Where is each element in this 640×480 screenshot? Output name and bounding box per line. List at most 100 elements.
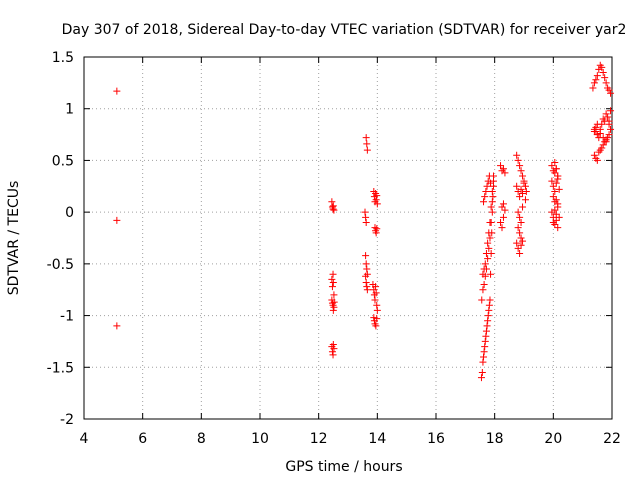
data-point	[519, 203, 527, 211]
data-point	[498, 203, 506, 211]
x-tick-label: 20	[544, 431, 562, 447]
data-point	[604, 113, 612, 121]
data-point	[555, 185, 563, 193]
data-point	[601, 74, 609, 82]
data-point	[522, 187, 530, 195]
data-point	[371, 296, 379, 304]
data-point	[516, 250, 524, 258]
data-point	[373, 225, 381, 233]
data-point	[113, 87, 121, 95]
data-point	[362, 278, 370, 286]
data-point	[501, 206, 509, 214]
data-point	[590, 127, 598, 135]
data-point	[599, 141, 607, 149]
data-point	[489, 193, 497, 201]
x-tick-label: 14	[368, 431, 386, 447]
data-point	[479, 270, 487, 278]
x-tick-label: 6	[138, 431, 147, 447]
data-point	[517, 167, 525, 175]
data-point	[598, 144, 606, 152]
data-point	[517, 234, 525, 242]
data-point	[598, 63, 606, 71]
data-point	[486, 296, 494, 304]
data-point	[372, 196, 380, 204]
data-point	[480, 348, 488, 356]
data-point	[482, 187, 490, 195]
data-point	[552, 210, 560, 218]
data-point	[484, 255, 492, 263]
y-tick-label: 1	[65, 102, 74, 118]
data-point	[487, 179, 495, 187]
data-point	[478, 296, 486, 304]
y-tick-label: -1.5	[47, 360, 74, 376]
data-point	[362, 272, 370, 280]
data-point	[373, 315, 381, 323]
data-point	[514, 244, 522, 252]
data-point	[488, 187, 496, 195]
data-point	[607, 107, 615, 115]
data-point	[499, 200, 507, 208]
data-point	[499, 213, 507, 221]
data-point	[596, 130, 604, 138]
chart-title: Day 307 of 2018, Sidereal Day-to-day VTE…	[62, 22, 627, 38]
data-point	[485, 306, 493, 314]
data-point	[552, 216, 560, 224]
data-point	[605, 131, 613, 139]
data-point	[372, 229, 380, 237]
data-point	[371, 224, 379, 232]
data-point	[329, 351, 337, 359]
data-point	[328, 275, 336, 283]
data-point	[607, 89, 615, 97]
data-point	[554, 172, 562, 180]
data-point	[483, 322, 491, 330]
data-point	[551, 158, 559, 166]
y-tick-label: -2	[60, 412, 74, 428]
data-point	[480, 353, 488, 361]
data-point	[481, 260, 489, 268]
data-point	[513, 151, 521, 159]
data-point	[592, 76, 600, 84]
data-point	[484, 317, 492, 325]
data-point	[517, 185, 525, 193]
data-point	[477, 374, 485, 382]
data-point	[602, 79, 610, 87]
data-point	[497, 218, 505, 226]
data-point	[592, 123, 600, 131]
y-tick-label: 0.5	[52, 153, 74, 169]
data-point	[482, 332, 490, 340]
x-tick-label: 10	[251, 431, 269, 447]
data-point	[551, 206, 559, 214]
data-point	[485, 301, 493, 309]
data-point	[372, 322, 380, 330]
data-point	[372, 289, 380, 297]
data-point	[605, 117, 613, 125]
x-tick-label: 12	[310, 431, 328, 447]
data-point	[328, 348, 336, 356]
data-point	[329, 341, 337, 349]
data-point	[521, 196, 529, 204]
data-point	[590, 79, 598, 87]
data-point	[329, 270, 337, 278]
data-points	[113, 61, 615, 382]
data-point	[363, 283, 371, 291]
data-point	[519, 172, 527, 180]
y-axis-label: SDTVAR / TECUs	[6, 181, 22, 296]
data-point	[554, 203, 562, 211]
data-point	[373, 301, 381, 309]
data-point	[484, 312, 492, 320]
data-point	[498, 224, 506, 232]
data-point	[485, 244, 493, 252]
data-point	[363, 146, 371, 154]
data-point	[487, 270, 495, 278]
data-point	[552, 179, 560, 187]
data-point	[362, 252, 370, 260]
data-point	[501, 169, 509, 177]
data-point	[481, 193, 489, 201]
data-point	[499, 165, 507, 173]
data-point	[113, 322, 121, 330]
data-point	[480, 265, 488, 273]
y-tick-label: -1	[60, 309, 74, 325]
data-point	[593, 72, 601, 80]
data-point	[488, 198, 496, 206]
data-point	[519, 190, 527, 198]
